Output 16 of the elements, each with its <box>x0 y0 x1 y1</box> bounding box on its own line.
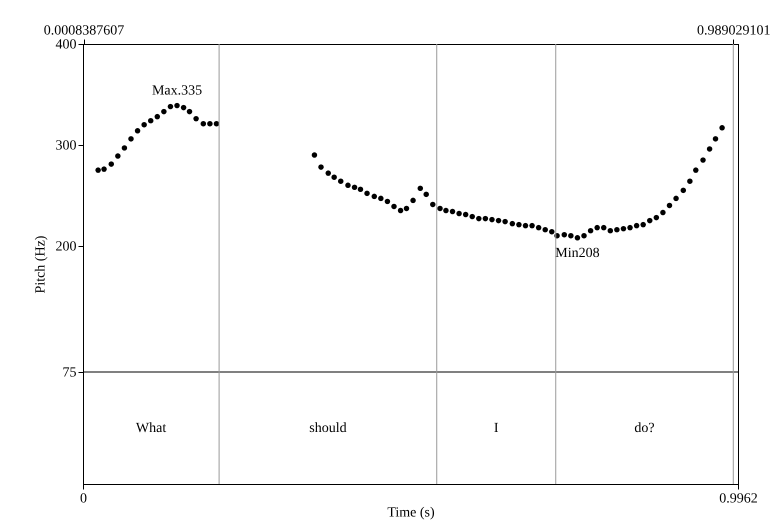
y-tick-label: 200 <box>56 239 76 254</box>
x2-tick-label: 0.0008387607 <box>44 24 124 38</box>
x2-tick-label: 0.989029101 <box>697 24 771 38</box>
annotation: should <box>309 420 347 436</box>
y-tick-label: 75 <box>62 365 76 380</box>
y-tick-label: 400 <box>56 38 76 52</box>
annotation: What <box>136 420 166 436</box>
annotation: Min208 <box>555 246 600 261</box>
annotation: I <box>494 420 499 436</box>
y-axis-title: Pitch (Hz) <box>34 235 48 294</box>
x-axis-title: Time (s) <box>387 506 435 520</box>
annotation: Max.335 <box>152 84 202 99</box>
y-tick-label: 300 <box>56 138 76 154</box>
annotation: do? <box>634 420 655 436</box>
x-tick-label: 0.9962 <box>719 492 758 506</box>
x-tick-label: 0 <box>80 492 87 506</box>
